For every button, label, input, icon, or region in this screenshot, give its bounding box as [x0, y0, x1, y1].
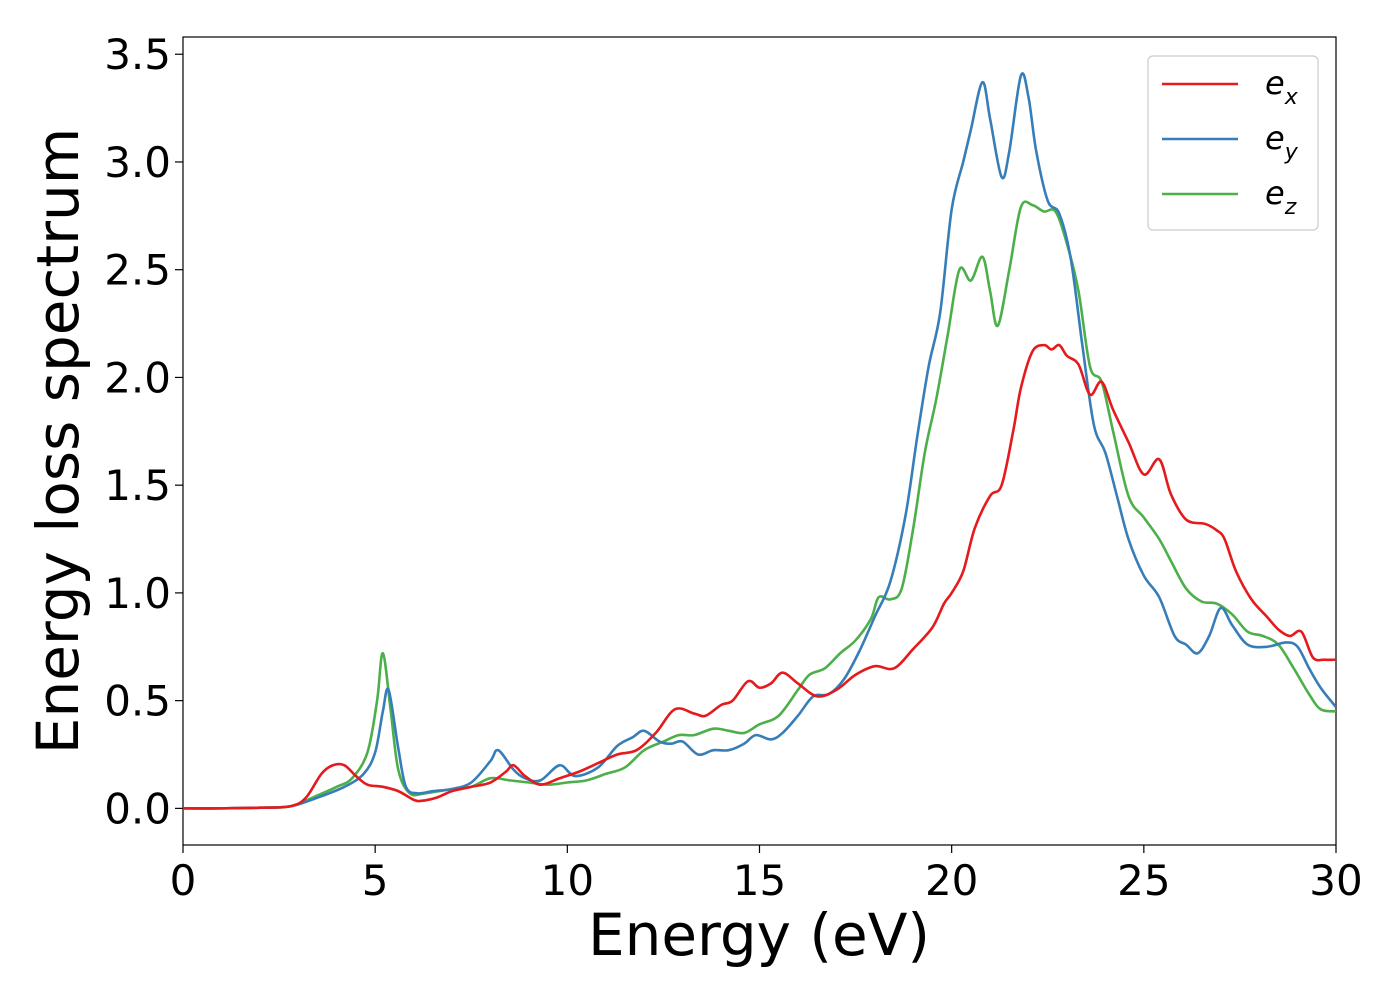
- y-tick-label: 2.5: [104, 246, 171, 295]
- y-axis-title: Energy loss spectrum: [24, 128, 92, 754]
- legend-label-subscript: x: [1284, 85, 1299, 110]
- x-tick-label: 10: [541, 856, 594, 905]
- x-tick-label: 0: [170, 856, 197, 905]
- x-tick-label: 30: [1309, 856, 1362, 905]
- x-axis-ticks: 0 5 10 15 20 25 30: [170, 845, 1363, 905]
- legend-label-base: e: [1265, 64, 1285, 102]
- y-tick-label: 3.0: [104, 138, 171, 187]
- legend-label-z: ez: [1265, 174, 1297, 220]
- legend-box: [1147, 55, 1319, 231]
- y-tick-label: 1.0: [104, 569, 171, 618]
- x-axis-title: Energy (eV): [588, 901, 930, 969]
- legend-label-y: ey: [1265, 119, 1299, 165]
- series-line-y: [183, 72, 1336, 810]
- y-axis-ticks: 0.0 0.5 1.0 1.5 2.0 2.5 3.0 3.5: [104, 30, 183, 833]
- y-tick-label: 0.5: [104, 677, 171, 726]
- series-line-x: [183, 343, 1336, 810]
- legend-label-x: ex: [1265, 64, 1299, 110]
- x-tick-label: 25: [1117, 856, 1170, 905]
- legend-label-subscript: z: [1284, 195, 1297, 220]
- x-tick-label: 15: [733, 856, 786, 905]
- series-layer: [183, 72, 1336, 810]
- series-line-z: [183, 200, 1336, 810]
- y-tick-label: 2.0: [104, 353, 171, 402]
- x-tick-label: 20: [925, 856, 978, 905]
- y-tick-label: 3.5: [104, 30, 171, 79]
- legend-label-base: e: [1265, 174, 1285, 212]
- legend-label-base: e: [1265, 119, 1285, 157]
- y-tick-label: 1.5: [104, 461, 171, 510]
- y-tick-label: 0.0: [104, 784, 171, 833]
- x-tick-label: 5: [362, 856, 389, 905]
- legend-label-subscript: y: [1284, 140, 1299, 165]
